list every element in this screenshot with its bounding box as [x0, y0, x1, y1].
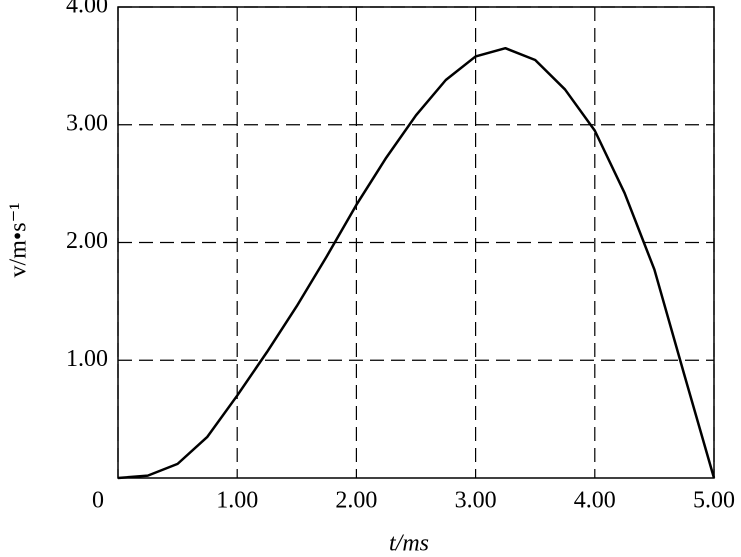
- x-tick-label: 1.00: [216, 488, 258, 514]
- y-tick-label: 1.00: [66, 346, 108, 372]
- y-axis-label: v/m•s⁻¹: [6, 203, 32, 278]
- x-tick-label: 5.00: [693, 488, 735, 514]
- y-tick-label: 4.00: [66, 0, 108, 19]
- x-tick-label: 2.00: [335, 488, 377, 514]
- y-tick-label: 3.00: [66, 110, 108, 136]
- line-series: [117, 46, 716, 480]
- x-tick-label: 0: [92, 488, 104, 514]
- y-tick-label: 2.00: [66, 228, 108, 254]
- x-tick-label: 3.00: [455, 488, 497, 514]
- x-tick-label: 4.00: [574, 488, 616, 514]
- x-axis-label: t/ms: [389, 531, 429, 557]
